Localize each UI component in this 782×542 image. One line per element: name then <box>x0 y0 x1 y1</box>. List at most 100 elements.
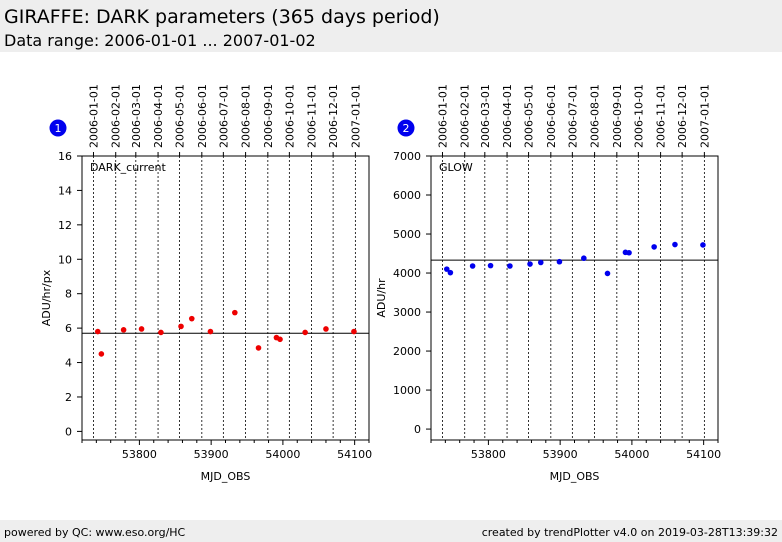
y-tick-label: 2000 <box>393 345 421 358</box>
chart-panel-2: 2006-01-01 2006-02-01 2006-03-01 2006-04-01… <box>375 84 721 483</box>
x-tick-label: 53800 <box>122 448 157 461</box>
x-tick-label: 53900 <box>194 448 229 461</box>
panel-badge-number: 2 <box>403 122 410 135</box>
top-date-label: 2006-06-01 <box>196 84 209 148</box>
top-date-label: 2006-06-01 <box>545 84 558 148</box>
panel-badge <box>397 119 415 137</box>
top-date-label: 2006-11-01 <box>306 84 319 148</box>
x-tick-label: 53800 <box>471 448 506 461</box>
y-tick-label: 2 <box>65 391 72 404</box>
top-date-label: 2006-11-01 <box>655 84 668 148</box>
y-tick-label: 0 <box>414 423 421 436</box>
top-date-label: 2006-10-01 <box>283 84 296 148</box>
page-title: GIRAFFE: DARK parameters (365 days perio… <box>4 6 440 28</box>
y-tick-label: 4000 <box>393 267 421 280</box>
panel-badge <box>49 119 67 137</box>
page-header: GIRAFFE: DARK parameters (365 days perio… <box>0 0 782 52</box>
x-tick-label: 54100 <box>337 448 372 461</box>
top-date-label: 2006-01-01 <box>436 84 449 148</box>
data-point <box>507 263 513 269</box>
y-tick-label: 1000 <box>393 384 421 397</box>
top-date-label: 2006-12-01 <box>327 84 340 148</box>
top-date-label: 2007-01-01 <box>349 84 362 148</box>
data-point <box>138 326 145 332</box>
y-tick-label: 8 <box>65 288 72 301</box>
y-tick-label: 14 <box>58 184 72 197</box>
top-date-label: 2006-09-01 <box>611 84 624 148</box>
top-date-label: 2006-05-01 <box>523 84 536 148</box>
data-point <box>277 336 283 343</box>
data-point <box>94 328 101 335</box>
x-axis-label: MJD_OBS <box>550 470 600 483</box>
top-date-label: 2006-08-01 <box>240 84 253 148</box>
top-date-label: 2006-07-01 <box>217 84 230 148</box>
y-axis-label: ADU/hr <box>375 278 388 318</box>
data-point <box>604 270 611 277</box>
y-tick-label: 16 <box>58 150 72 163</box>
data-point <box>556 258 563 265</box>
top-date-label: 2006-09-01 <box>262 84 275 148</box>
footer-created-by: created by trendPlotter v4.0 on 2019-03-… <box>481 526 778 539</box>
top-date-label: 2006-02-01 <box>459 84 472 148</box>
data-point <box>672 241 678 248</box>
y-tick-label: 12 <box>58 219 72 232</box>
data-range-subtitle: Data range: 2006-01-01 ... 2007-01-02 <box>4 31 316 50</box>
data-point <box>323 326 329 332</box>
y-tick-label: 6000 <box>393 189 421 202</box>
data-point <box>120 327 127 333</box>
y-tick-label: 4 <box>65 357 72 370</box>
data-point <box>188 315 195 322</box>
y-tick-label: 0 <box>65 425 72 438</box>
top-date-label: 2006-02-01 <box>110 84 123 148</box>
plot-frame <box>81 155 370 441</box>
top-date-label: 2006-04-01 <box>501 84 514 148</box>
page-footer: powered by QC: www.eso.org/HC created by… <box>0 520 782 542</box>
x-axis-label: MJD_OBS <box>201 470 251 483</box>
top-date-label: 2006-03-01 <box>479 84 492 148</box>
data-point <box>651 244 657 250</box>
data-point <box>527 261 533 267</box>
top-date-label: 2007-01-01 <box>698 84 711 148</box>
data-point <box>302 329 308 336</box>
data-point <box>207 328 214 335</box>
data-point <box>178 323 184 330</box>
y-tick-label: 3000 <box>393 306 421 319</box>
plot-frame <box>430 155 719 441</box>
y-tick-label: 10 <box>58 253 72 266</box>
data-point <box>232 309 238 316</box>
y-tick-label: 6 <box>65 322 72 335</box>
panel-label: GLOW <box>439 161 473 174</box>
y-axis-label: ADU/hr/px <box>40 269 53 326</box>
footer-powered-by: powered by QC: www.eso.org/HC <box>4 526 186 539</box>
top-date-label: 2006-12-01 <box>676 84 689 148</box>
data-point <box>447 269 454 276</box>
data-point <box>581 255 587 262</box>
top-date-label: 2006-08-01 <box>589 84 602 148</box>
panel-label: DARK_current <box>90 161 167 174</box>
top-date-label: 2006-10-01 <box>632 84 645 148</box>
data-point <box>351 328 357 335</box>
x-tick-label: 54000 <box>614 448 649 461</box>
data-point <box>98 351 105 357</box>
top-date-label: 2006-07-01 <box>566 84 579 148</box>
data-point <box>700 242 706 248</box>
data-point <box>158 329 164 336</box>
data-point <box>626 249 632 256</box>
data-point <box>487 262 494 269</box>
chart-panel-1: 2006-01-01 2006-02-01 2006-03-01 2006-04-01… <box>40 84 372 483</box>
y-tick-label: 7000 <box>393 150 421 163</box>
data-point <box>255 345 262 351</box>
panel-badge-number: 1 <box>55 122 62 135</box>
x-tick-label: 54000 <box>265 448 300 461</box>
top-date-label: 2006-01-01 <box>87 84 100 148</box>
charts-area: 2006-01-01 2006-02-01 2006-03-01 2006-04-01… <box>40 84 721 483</box>
data-point <box>443 266 450 272</box>
top-date-label: 2006-03-01 <box>130 84 143 148</box>
y-tick-label: 5000 <box>393 228 421 241</box>
data-point <box>469 263 476 269</box>
x-tick-label: 54100 <box>686 448 721 461</box>
data-point <box>537 259 544 266</box>
x-tick-label: 53900 <box>543 448 578 461</box>
top-date-label: 2006-05-01 <box>174 84 187 148</box>
top-date-label: 2006-04-01 <box>152 84 165 148</box>
